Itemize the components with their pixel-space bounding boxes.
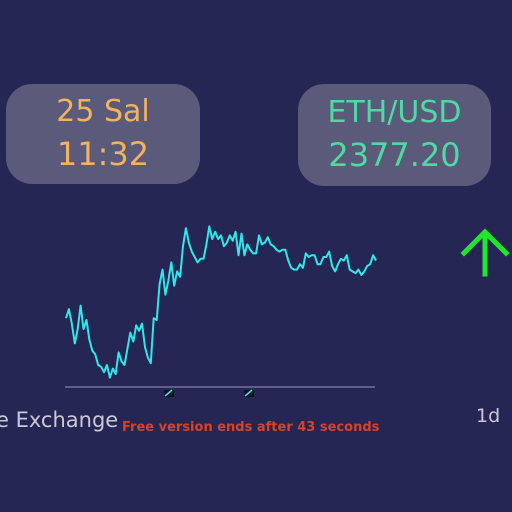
price-line xyxy=(65,225,377,379)
chart-series-group xyxy=(65,225,377,379)
chart-marker-1 xyxy=(164,389,174,397)
exchange-label: e Exchange xyxy=(0,408,119,432)
price-chart xyxy=(65,225,377,397)
price-value: 2377.20 xyxy=(328,136,461,174)
chart-marker-2 xyxy=(244,389,254,397)
date-time-card: 25 Sal 11:32 xyxy=(6,84,200,184)
up-arrow-icon xyxy=(460,228,510,277)
timeframe-label[interactable]: 1d xyxy=(476,405,501,427)
pair-name: ETH/USD xyxy=(327,95,462,130)
ticker-card: ETH/USD 2377.20 xyxy=(298,84,491,186)
date-text: 25 Sal xyxy=(56,94,150,129)
time-text: 11:32 xyxy=(56,135,150,173)
free-version-banner: Free version ends after 43 seconds xyxy=(122,420,380,435)
